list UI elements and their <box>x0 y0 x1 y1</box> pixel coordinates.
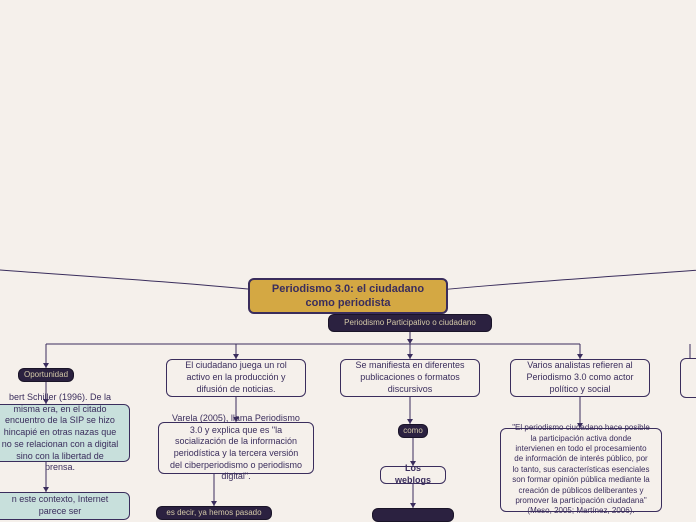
node-analistas[interactable]: Varios analistas refieren al Periodismo … <box>510 359 650 397</box>
node-weblogs[interactable]: Los weblogs <box>380 466 446 484</box>
node-varela[interactable]: Varela (2005), llama Periodismo 3.0 y ex… <box>158 422 314 474</box>
node-manifiesta[interactable]: Se manifiesta en diferentes publicacione… <box>340 359 480 397</box>
node-participativo[interactable]: Periodismo Participativo o ciudadano <box>328 314 492 332</box>
node-esdecir[interactable]: es decir, ya hemos pasado <box>156 506 272 520</box>
node-contexto[interactable]: n este contexto, Internet parece ser <box>0 492 130 520</box>
node-ciudadano-rol[interactable]: El ciudadano juega un rol activo en la p… <box>166 359 306 397</box>
node-quote[interactable]: "El periodismo ciudadano hace posible la… <box>500 428 662 512</box>
node-edge-right[interactable] <box>680 358 696 398</box>
root-node[interactable]: Periodismo 3.0: el ciudadano como period… <box>248 278 448 314</box>
node-como[interactable]: como <box>398 424 428 438</box>
node-schiller[interactable]: bert Schiller (1996). De la misma era, e… <box>0 404 130 462</box>
node-oportunidad[interactable]: Oportunidad <box>18 368 74 382</box>
